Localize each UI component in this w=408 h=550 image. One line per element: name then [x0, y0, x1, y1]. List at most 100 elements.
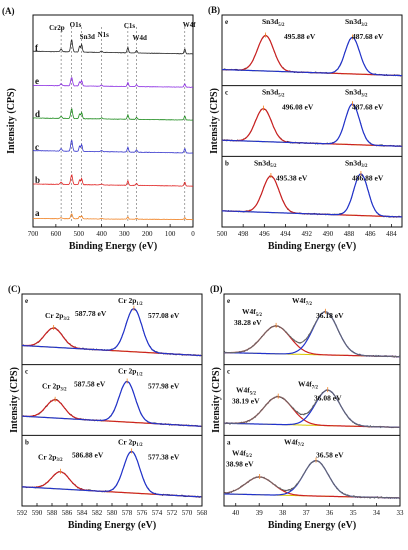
x-tick-label: 488	[344, 230, 355, 238]
peak1-value: 38.19 eV	[232, 397, 260, 406]
peak2-value: 36.08 eV	[314, 394, 342, 403]
x-tick-label: 34	[373, 509, 381, 517]
fit-peak-2	[21, 450, 202, 498]
peak2-value: 36.58 eV	[316, 450, 344, 459]
peak2-label: Cr 2p1/2	[118, 367, 143, 378]
peak1-value: 587.78 eV	[75, 309, 107, 318]
series-label-b: b	[35, 175, 40, 185]
x-tick-label: 592	[17, 509, 28, 517]
spectrum-e	[32, 77, 193, 88]
peak1-label: Cr 2p3/2	[42, 382, 67, 393]
subpanel-tag-c: c	[225, 89, 228, 97]
subpanel-tag-a: a	[227, 438, 231, 446]
peak2-value: 487.68 eV	[352, 103, 384, 112]
x-tick-label: 400	[96, 230, 107, 238]
x-tick-label: 33	[397, 509, 405, 517]
x-tick-label: 600	[51, 230, 62, 238]
series-label-d: d	[35, 109, 40, 119]
panel-a-xlabel: Binding Energy (eV)	[69, 241, 157, 252]
x-tick-label: 100	[165, 230, 176, 238]
peak1-label: Sn3d5/2	[262, 17, 285, 28]
subpanel-tag-b: b	[225, 159, 229, 167]
panel-label-d: (D)	[210, 284, 223, 294]
peak2-value: 577.38 eV	[148, 452, 180, 461]
panel-d-xlabel: Binding Energy (eV)	[268, 520, 356, 531]
peak2-value: 36.18 eV	[316, 311, 344, 320]
peak1-value: 587.58 eV	[74, 380, 106, 389]
fit-envelope	[223, 460, 400, 499]
panel-b-xlabel: Binding Energy (eV)	[268, 241, 356, 252]
x-tick-label: 39	[256, 509, 264, 517]
subpanel-tag-e: e	[225, 18, 228, 26]
x-tick-label: 580	[107, 509, 118, 517]
peak-label: W4f	[183, 21, 197, 29]
peak1-value: 38.98 eV	[226, 459, 254, 468]
panel-a-axes	[32, 14, 194, 228]
peak1-value: 495.88 eV	[284, 32, 316, 41]
peak1-label: W4f5/2	[236, 386, 257, 397]
peak2-label: Sn3d3/2	[345, 158, 368, 169]
panel-label-a: (A)	[2, 6, 15, 16]
peak2-value: 577.08 eV	[148, 311, 180, 320]
x-tick-label: 496	[259, 230, 270, 238]
series-label-a: a	[35, 208, 40, 218]
spectrum-a	[32, 213, 194, 221]
panel-c-ylabel: Intensity (CPS)	[9, 367, 20, 433]
x-tick-label: 492	[301, 230, 312, 238]
x-tick-label: 568	[197, 509, 208, 517]
fit-peak-1	[21, 471, 202, 498]
x-tick-label: 570	[182, 509, 193, 517]
panel-d-ylabel: Intensity (CPS)	[211, 367, 222, 433]
peak-label: N1s	[98, 31, 110, 39]
panel-b-ylabel: Intensity (CPS)	[209, 88, 220, 154]
x-tick-label: 700	[28, 230, 39, 238]
peak2-label: W4f7/2	[284, 437, 305, 448]
fit-envelope	[223, 389, 400, 428]
x-tick-label: 590	[32, 509, 43, 517]
x-tick-label: 494	[280, 230, 291, 238]
x-tick-label: 498	[238, 230, 249, 238]
peak1-label: Cr 2p3/2	[45, 311, 70, 322]
peak1-value: 496.08 eV	[282, 103, 314, 112]
peak2-value: 577.98 eV	[148, 382, 180, 391]
x-tick-label: 486	[365, 230, 376, 238]
x-tick-label: 35	[350, 509, 358, 517]
x-tick-label: 36	[326, 509, 334, 517]
peak2-label: Cr 2p1/2	[118, 296, 143, 307]
peak1-label: W4f5/2	[242, 307, 263, 318]
peak1-label: Cr 2p3/2	[38, 452, 63, 463]
peak2-label: Sn3d3/2	[345, 88, 368, 99]
peak-label: W4d	[133, 34, 148, 42]
fit-peak-2	[22, 308, 202, 357]
spectrum-d	[32, 108, 194, 121]
fit-peak-1	[221, 34, 402, 77]
fit-peak-1	[22, 327, 202, 357]
x-tick-label: 584	[77, 509, 88, 517]
peak1-value: 38.28 eV	[234, 318, 262, 327]
subpanel-tag-b: b	[25, 438, 29, 446]
x-tick-label: 40	[232, 509, 240, 517]
x-tick-label: 500	[217, 230, 228, 238]
spectrum-f	[32, 39, 194, 55]
subpanel-tag-e: e	[227, 297, 230, 305]
peak-label: O1s	[70, 21, 82, 29]
x-tick-label: 38	[279, 509, 287, 517]
peak-label: C1s	[124, 22, 136, 30]
panel-d-axes	[223, 293, 401, 507]
x-tick-label: 574	[152, 509, 163, 517]
subpanel-tag-e: e	[25, 297, 28, 305]
peak2-label: W4f7/2	[292, 296, 313, 307]
series-label-c: c	[35, 142, 39, 152]
spectrum-c	[32, 139, 193, 154]
panel-c-axes	[21, 293, 203, 507]
fit-peak-2	[221, 36, 402, 77]
fit-peak-2	[222, 103, 402, 147]
panel-a-ylabel: Intensity (CPS)	[6, 88, 17, 154]
peak2-value: 486.88 eV	[352, 173, 384, 182]
subpanel-tag-c: c	[227, 368, 230, 376]
panel-label-b: (B)	[208, 5, 220, 15]
panel-label-c: (C)	[8, 284, 21, 294]
x-tick-label: 582	[92, 509, 103, 517]
fit-envelope	[224, 311, 400, 358]
